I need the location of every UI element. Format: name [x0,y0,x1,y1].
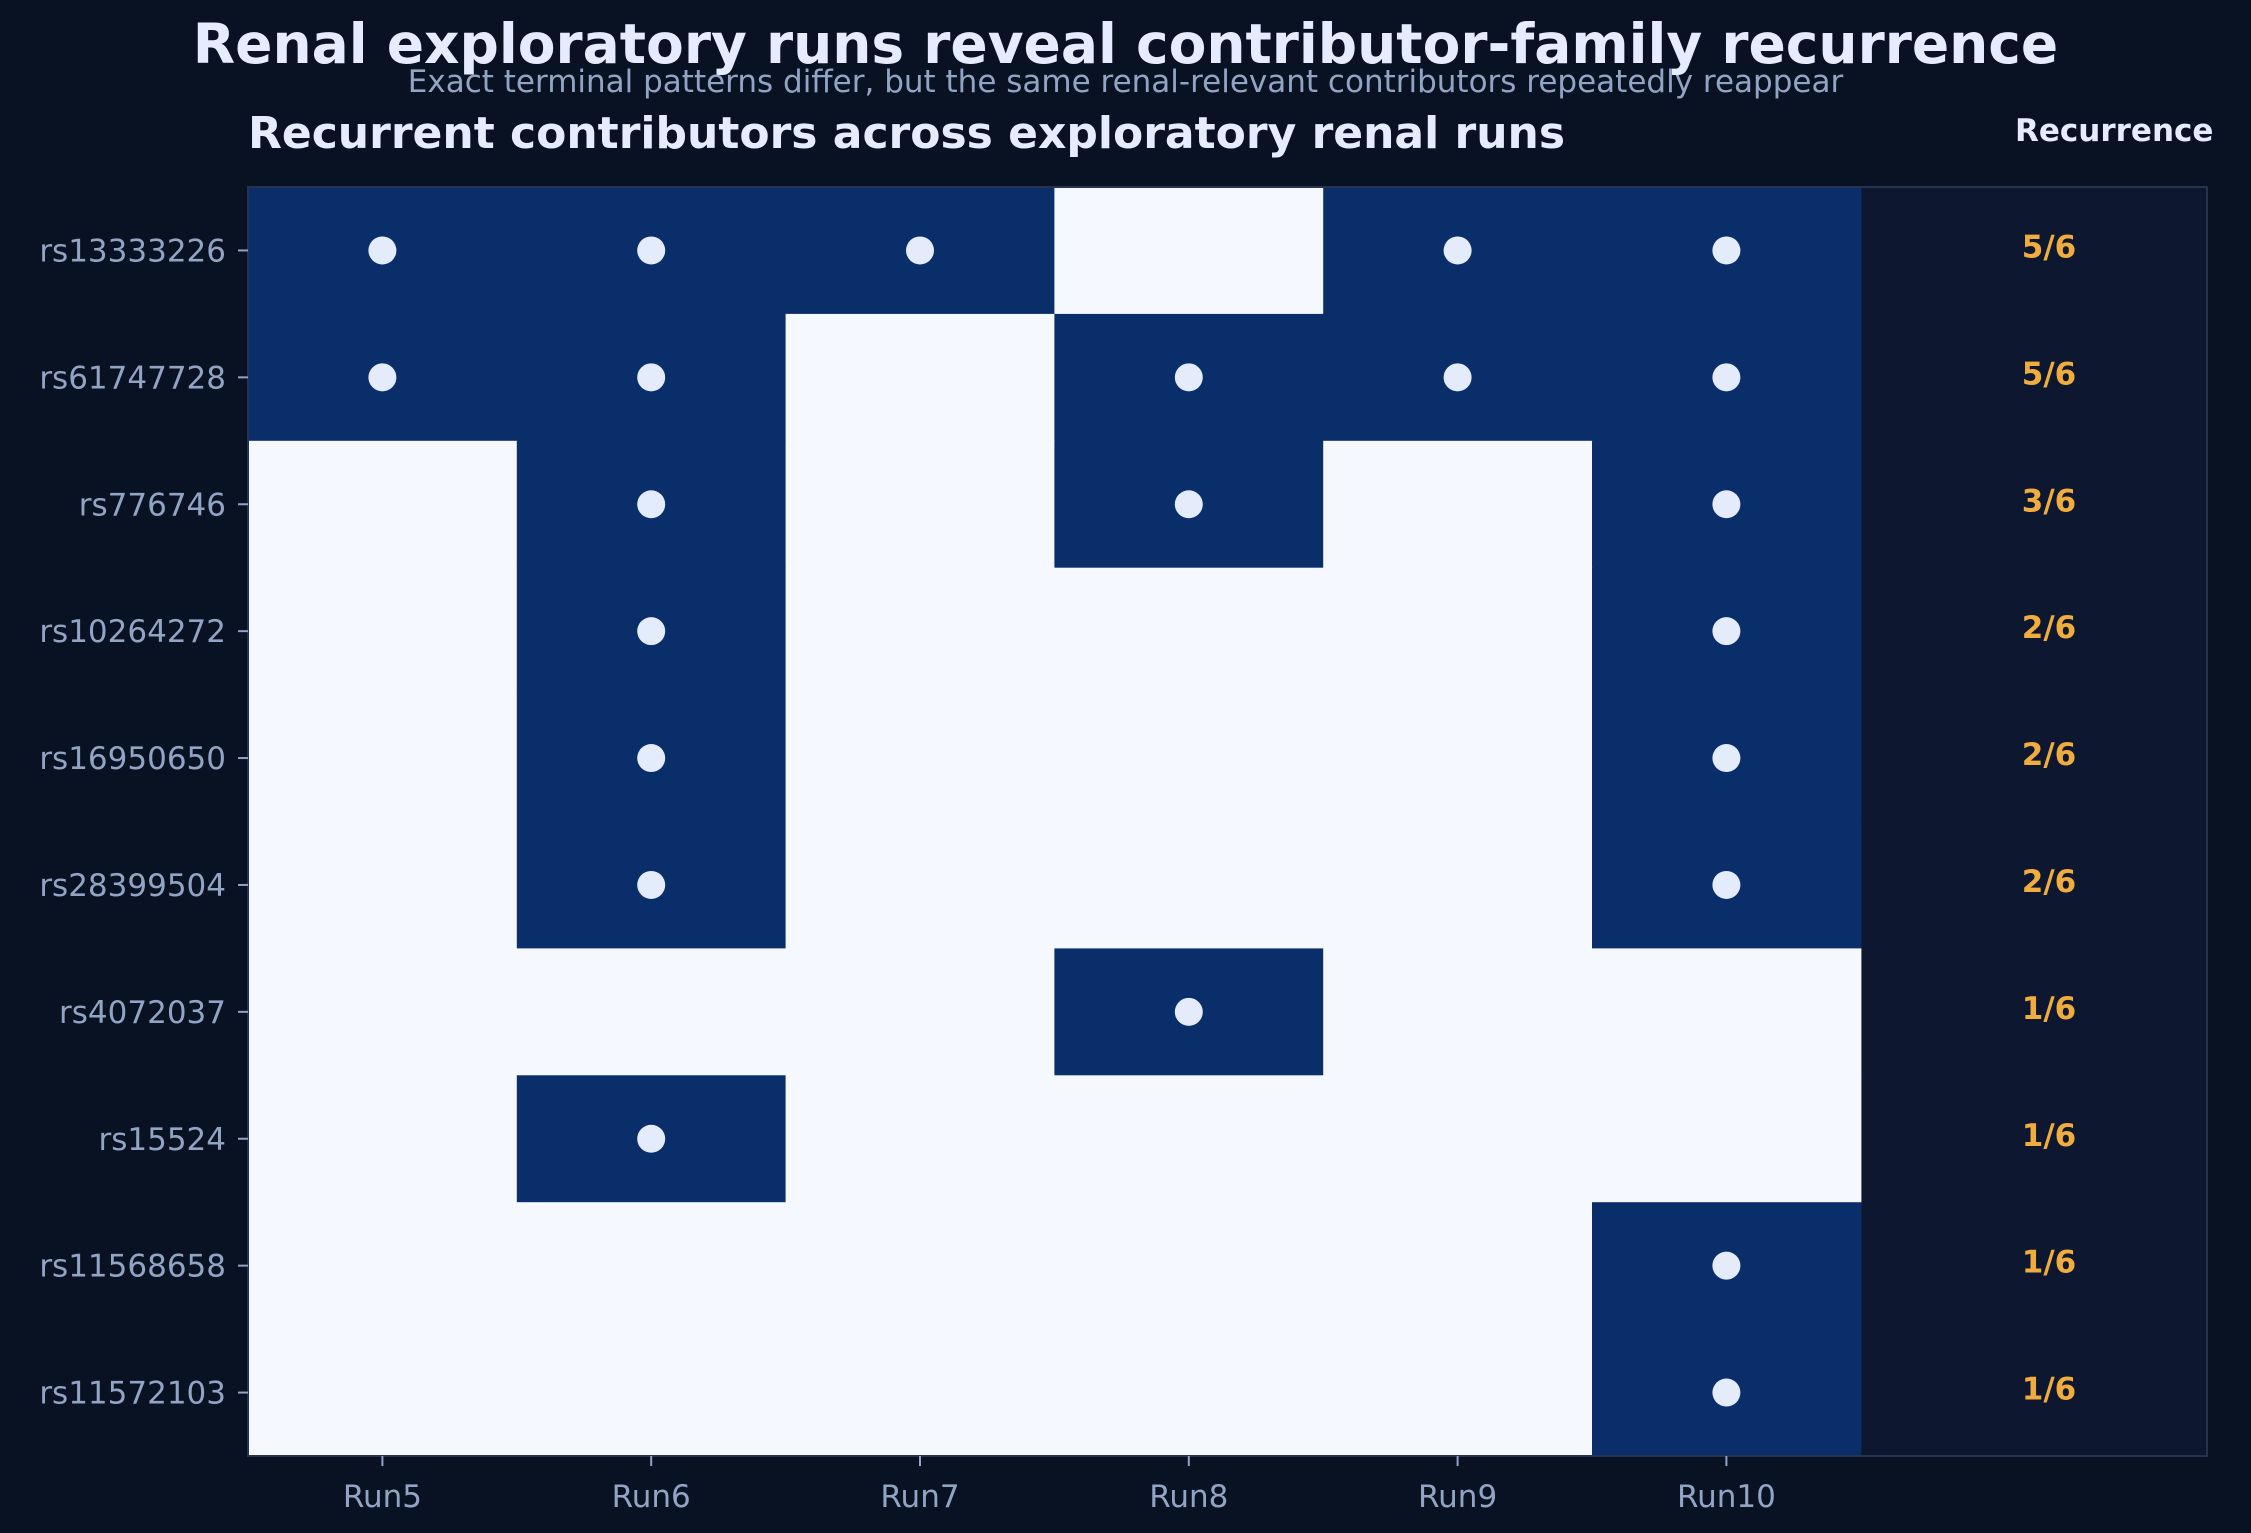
presence-dot [1712,490,1741,519]
heatmap-cell [785,440,1055,569]
recurrence-value: 2/6 [2022,864,2076,900]
recurrence-header: Recurrence [2015,113,2214,149]
heatmap-cell [1054,1075,1324,1203]
recurrence-value: 5/6 [2022,356,2076,392]
row-label: rs11572103 [39,1376,226,1412]
heatmap-cell [1592,948,1862,1076]
row-label: rs4072037 [59,995,226,1031]
presence-dot [1712,1378,1741,1407]
heatmap-cell [1054,821,1324,949]
presence-dot [1174,997,1203,1026]
panel-title: Recurrent contributors across explorator… [248,108,1566,159]
heatmap-cell [1323,1075,1593,1203]
presence-dot [1443,236,1472,265]
heatmap-cell [248,1075,518,1203]
presence-dot [1443,363,1472,392]
row-label: rs11568658 [39,1249,226,1285]
row-label: rs15524 [98,1122,226,1158]
recurrence-value: 2/6 [2022,610,2076,646]
heatmap-cell [248,694,518,823]
heatmap-cell [516,948,787,1076]
presence-dot [368,236,397,265]
heatmap-cell [785,567,1055,696]
presence-dot [637,870,666,899]
heatmap-cell [248,1202,518,1330]
heatmap-cell [785,821,1055,949]
heatmap-cell [248,1329,518,1457]
heatmap-cell [1323,1202,1593,1330]
presence-dot [1712,363,1741,392]
heatmap-cell [785,1075,1055,1203]
presence-dot [906,236,934,265]
recurrence-value: 1/6 [2022,1245,2076,1281]
recurrence-value: 2/6 [2022,737,2076,773]
heatmap-cell [248,821,518,949]
recurrence-value: 1/6 [2022,1372,2076,1408]
presence-dot [637,363,666,392]
row-label: rs776746 [79,487,226,523]
presence-dot [637,490,666,519]
recurrence-panel [1860,187,2207,1456]
heatmap-cell [1054,1329,1324,1457]
heatmap-cell [785,1329,1055,1457]
heatmap-cell [785,1202,1055,1330]
heatmap-cell [1323,1329,1593,1457]
heatmap-cell [1323,567,1593,696]
presence-dot [637,744,666,773]
recurrence-value: 3/6 [2022,483,2076,519]
heatmap-cell [516,1329,787,1457]
column-label: Run10 [1677,1479,1776,1515]
column-label: Run8 [1149,1479,1228,1515]
presence-dot [1712,617,1741,646]
heatmap-cell [1592,1075,1862,1203]
presence-dot [1712,236,1741,265]
presence-dot [1712,870,1741,899]
row-label: rs61747728 [39,360,226,396]
heatmap-cell [1323,694,1593,823]
column-label: Run9 [1418,1479,1497,1515]
presence-dot [637,236,666,265]
presence-dot [637,617,666,646]
heatmap-cell [785,313,1055,442]
heatmap-cell [248,948,518,1076]
heatmap-cell [248,440,518,569]
recurrence-value: 1/6 [2022,991,2076,1027]
row-label: rs16950650 [39,741,226,777]
heatmap-cell [1054,567,1324,696]
row-label: rs10264272 [39,614,226,650]
presence-dot [1174,363,1203,392]
heatmap-cell [1054,187,1324,315]
heatmap-cell [785,694,1055,823]
heatmap-cell [1323,948,1593,1076]
heatmap-cell [248,567,518,696]
row-label: rs28399504 [39,868,226,904]
heatmap-cell [1054,694,1324,823]
presence-dot [637,1124,666,1153]
heatmap-cell [1054,1202,1324,1330]
column-label: Run7 [880,1479,959,1515]
presence-dot [368,363,397,392]
row-label: rs13333226 [39,233,226,269]
presence-dot [1174,490,1203,519]
heatmap-cell [785,948,1055,1076]
chart-subtitle: Exact terminal patterns differ, but the … [407,64,1844,100]
heatmap-cell [1323,440,1593,569]
heatmap-cell [1323,821,1593,949]
column-label: Run6 [612,1479,691,1515]
recurrence-value: 1/6 [2022,1118,2076,1154]
heatmap-cell [516,1202,787,1330]
presence-dot [1712,1251,1741,1280]
column-label: Run5 [343,1479,422,1515]
chart-title: Renal exploratory runs reveal contributo… [192,12,2059,76]
presence-dot [1712,744,1741,773]
recurrence-value: 5/6 [2022,229,2076,265]
plot-frame [247,186,2208,1457]
